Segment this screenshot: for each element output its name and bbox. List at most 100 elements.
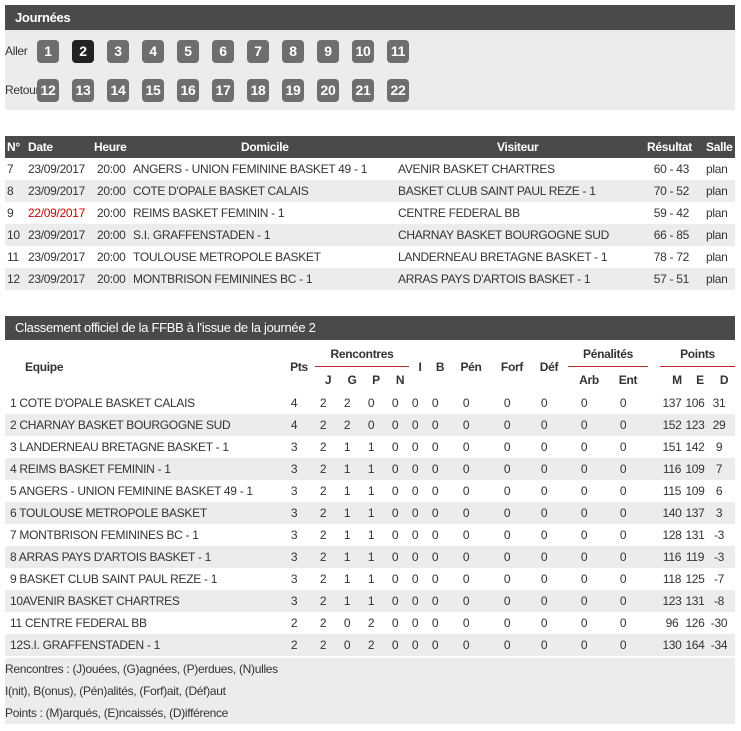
stat-forf: 0: [503, 638, 511, 652]
journee-button-10[interactable]: 10: [352, 40, 374, 63]
journee-button-8[interactable]: 8: [282, 40, 304, 63]
stat-pen: 0: [462, 572, 470, 586]
stat-def: 0: [540, 462, 548, 476]
stat-pts: 3: [290, 572, 298, 586]
match-number: 9: [7, 206, 14, 220]
header-e: E: [696, 373, 704, 387]
venue-link[interactable]: plan: [706, 184, 728, 198]
stat-g: 1: [343, 506, 351, 520]
journee-button-17[interactable]: 17: [212, 79, 234, 102]
journee-button-3[interactable]: 3: [107, 40, 129, 63]
venue-link[interactable]: plan: [706, 228, 728, 242]
stat-ent: 0: [619, 418, 627, 432]
stat-j: 2: [319, 396, 327, 410]
stat-arb: 0: [580, 550, 588, 564]
stat-p: 1: [367, 462, 375, 476]
journee-button-6[interactable]: 6: [212, 40, 234, 63]
team-name: 9 BASKET CLUB SAINT PAUL REZE - 1: [10, 572, 218, 586]
group-header-penalites: Pénalités: [583, 347, 633, 361]
match-row: 10 23/09/2017 20:00 S.I. GRAFFENSTADEN - 1 C…: [5, 224, 735, 246]
stat-def: 0: [540, 396, 548, 410]
stat-p: 1: [367, 594, 375, 608]
stat-pts: 3: [290, 550, 298, 564]
stat-d: -7: [713, 572, 725, 586]
stat-b: 0: [431, 594, 439, 608]
stat-p: 1: [367, 484, 375, 498]
standings-column-headers: Equipe Pts I B Pén Forf Déf J G P N Arb Ent M E D Rencon…: [5, 340, 735, 392]
stat-pen: 0: [462, 550, 470, 564]
visitor-team: ARRAS PAYS D'ARTOIS BASKET - 1: [398, 272, 591, 286]
team-name: 7 MONTBRISON FEMININES BC - 1: [10, 528, 199, 542]
venue-link[interactable]: plan: [706, 250, 728, 264]
visitor-team: AVENIR BASKET CHARTRES: [398, 162, 555, 176]
header-d: D: [719, 373, 729, 387]
match-time: 20:00: [97, 228, 126, 242]
match-date: 23/09/2017: [28, 250, 86, 264]
stat-pen: 0: [462, 418, 470, 432]
stat-pts: 3: [290, 440, 298, 454]
match-time: 20:00: [97, 250, 126, 264]
header-def: Déf: [539, 360, 559, 374]
stat-arb: 0: [580, 440, 588, 454]
stat-g: 2: [343, 396, 351, 410]
stat-ent: 0: [619, 440, 627, 454]
journee-button-2[interactable]: 2: [72, 40, 94, 63]
stat-j: 2: [319, 550, 327, 564]
stat-g: 1: [343, 528, 351, 542]
stat-e: 164: [685, 638, 705, 652]
journee-button-14[interactable]: 14: [107, 79, 129, 102]
journee-button-7[interactable]: 7: [247, 40, 269, 63]
stat-d: 31: [712, 396, 726, 410]
stat-d: -3: [713, 550, 725, 564]
match-date: 23/09/2017: [28, 162, 86, 176]
stat-d: 6: [715, 484, 723, 498]
stat-arb: 0: [580, 594, 588, 608]
stat-g: 0: [343, 616, 351, 630]
team-name: 5 ANGERS - UNION FEMININE BASKET 49 - 1: [10, 484, 253, 498]
stat-g: 1: [343, 572, 351, 586]
stat-i: 0: [411, 594, 419, 608]
standings-row: 1 COTE D'OPALE BASKET CALAIS 4 2 2 0 0 0 0 0 0 0 0 0…: [5, 392, 735, 414]
venue-link[interactable]: plan: [706, 206, 728, 220]
stat-def: 0: [540, 572, 548, 586]
stat-g: 2: [343, 418, 351, 432]
journee-button-13[interactable]: 13: [72, 79, 94, 102]
journee-button-18[interactable]: 18: [247, 79, 269, 102]
stat-n: 0: [391, 638, 399, 652]
journee-button-5[interactable]: 5: [177, 40, 199, 63]
stat-arb: 0: [580, 616, 588, 630]
stat-forf: 0: [503, 506, 511, 520]
team-name: 2 CHARNAY BASKET BOURGOGNE SUD: [10, 418, 231, 432]
team-name: 1 COTE D'OPALE BASKET CALAIS: [10, 396, 195, 410]
standings-row: 11 CENTRE FEDERAL BB 2 2 0 2 0 0 0 0 0 0 0 0 96 126 -30: [5, 612, 735, 634]
stat-j: 2: [319, 462, 327, 476]
journee-button-4[interactable]: 4: [142, 40, 164, 63]
stat-pts: 3: [290, 506, 298, 520]
stat-m: 115: [662, 484, 682, 498]
journee-button-20[interactable]: 20: [317, 79, 339, 102]
stat-def: 0: [540, 616, 548, 630]
journee-button-9[interactable]: 9: [317, 40, 339, 63]
home-team: TOULOUSE METROPOLE BASKET: [133, 250, 321, 264]
journee-button-11[interactable]: 11: [387, 40, 409, 63]
stat-forf: 0: [503, 440, 511, 454]
stat-pts: 3: [290, 484, 298, 498]
journee-button-15[interactable]: 15: [142, 79, 164, 102]
journee-button-12[interactable]: 12: [37, 79, 59, 102]
stat-i: 0: [411, 572, 419, 586]
venue-link[interactable]: plan: [706, 162, 728, 176]
stat-ent: 0: [619, 506, 627, 520]
match-result: 59 - 42: [653, 206, 690, 220]
stat-p: 2: [367, 638, 375, 652]
journee-button-21[interactable]: 21: [352, 79, 374, 102]
venue-link[interactable]: plan: [706, 272, 728, 286]
journee-button-1[interactable]: 1: [37, 40, 59, 63]
journee-button-16[interactable]: 16: [177, 79, 199, 102]
journee-button-19[interactable]: 19: [282, 79, 304, 102]
journees-panel: Aller Retour 1 2 3 4 5 6 7 8 9 10 11 12 13 14 15 16 17 18…: [5, 30, 735, 110]
stat-n: 0: [391, 528, 399, 542]
stat-pts: 4: [290, 418, 298, 432]
stat-i: 0: [411, 396, 419, 410]
journee-button-22[interactable]: 22: [387, 79, 409, 102]
